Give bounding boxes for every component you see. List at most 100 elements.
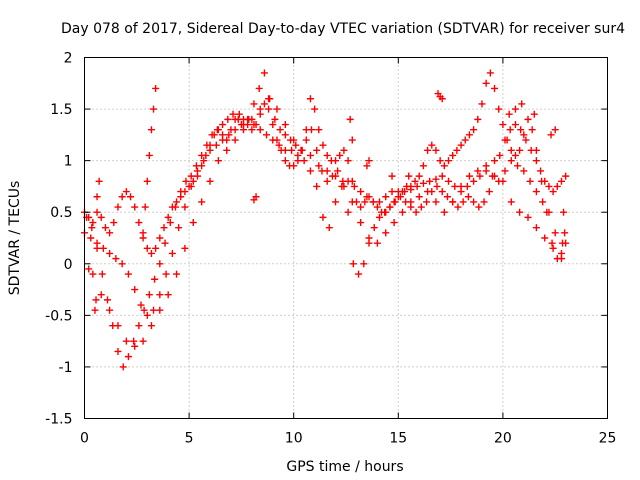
data-point [106, 229, 114, 237]
data-point [511, 105, 519, 113]
data-point [181, 244, 189, 252]
data-point [319, 213, 327, 221]
data-point [365, 234, 373, 242]
data-point [156, 260, 164, 268]
data-point [239, 115, 247, 123]
data-point [549, 244, 557, 252]
data-point [511, 151, 519, 159]
data-point [162, 270, 170, 278]
data-point [423, 198, 431, 206]
data-point [417, 203, 425, 211]
data-point [507, 198, 515, 206]
data-point [273, 136, 281, 144]
data-point [147, 322, 155, 330]
data-point [507, 157, 515, 165]
data-point [214, 157, 222, 165]
x-tick-label: 20 [494, 431, 512, 447]
data-point [491, 157, 499, 165]
data-point [265, 105, 273, 113]
data-point [156, 291, 164, 299]
data-point [485, 188, 493, 196]
data-point [294, 157, 302, 165]
data-point [495, 105, 503, 113]
data-point [127, 193, 135, 201]
data-point [104, 296, 112, 304]
data-point [118, 260, 126, 268]
data-point [532, 157, 540, 165]
data-point [271, 115, 279, 123]
data-point [390, 219, 398, 227]
data-point [426, 177, 434, 185]
data-point [281, 157, 289, 165]
data-point [198, 162, 206, 170]
data-point [357, 219, 365, 227]
data-point [415, 193, 423, 201]
data-point [227, 126, 235, 134]
data-point [210, 131, 218, 139]
data-point [181, 188, 189, 196]
data-point [449, 198, 457, 206]
data-point [99, 244, 107, 252]
data-point [373, 203, 381, 211]
data-point [143, 311, 151, 319]
data-point [106, 306, 114, 314]
data-point [438, 95, 446, 103]
data-point [263, 131, 271, 139]
data-point [463, 182, 471, 190]
data-point [438, 172, 446, 180]
data-point [131, 342, 139, 350]
data-point [141, 203, 149, 211]
data-point [560, 208, 568, 216]
data-point [539, 198, 547, 206]
y-tick-label: -1.5 [45, 412, 72, 428]
data-point [346, 115, 354, 123]
data-point [311, 105, 319, 113]
data-point [298, 146, 306, 154]
data-point [323, 177, 331, 185]
data-point [553, 182, 561, 190]
data-point [470, 126, 478, 134]
data-point [302, 126, 310, 134]
data-point [140, 306, 148, 314]
data-point [551, 126, 559, 134]
data-point [419, 162, 427, 170]
y-tick-label: -0.5 [45, 308, 72, 324]
data-point [549, 188, 557, 196]
data-point [491, 172, 499, 180]
data-point [131, 286, 139, 294]
data-point [413, 182, 421, 190]
data-point [168, 203, 176, 211]
data-point [256, 105, 264, 113]
data-point [300, 157, 308, 165]
data-point [110, 219, 118, 227]
data-point [407, 198, 415, 206]
data-point [255, 84, 263, 92]
data-point [150, 105, 158, 113]
data-point [357, 188, 365, 196]
y-axis-label: SDTVAR / TECUs [7, 181, 23, 296]
data-point [548, 239, 556, 247]
data-point [147, 126, 155, 134]
data-point [388, 188, 396, 196]
y-tick-label: -1 [59, 360, 73, 376]
data-point [438, 188, 446, 196]
data-point [223, 136, 231, 144]
series-sat-track-2 [83, 69, 567, 371]
data-point [156, 306, 164, 314]
data-point [306, 151, 314, 159]
data-point [445, 157, 453, 165]
data-point [151, 275, 159, 283]
data-point [135, 219, 143, 227]
data-point [507, 146, 515, 154]
data-point [114, 347, 122, 355]
data-point [350, 182, 358, 190]
data-point [398, 188, 406, 196]
data-point [375, 198, 383, 206]
data-point [206, 141, 214, 149]
data-point [114, 322, 122, 330]
data-point [306, 95, 314, 103]
data-point [145, 151, 153, 159]
data-point [339, 177, 347, 185]
data-point [114, 203, 122, 211]
data-point [373, 239, 381, 247]
